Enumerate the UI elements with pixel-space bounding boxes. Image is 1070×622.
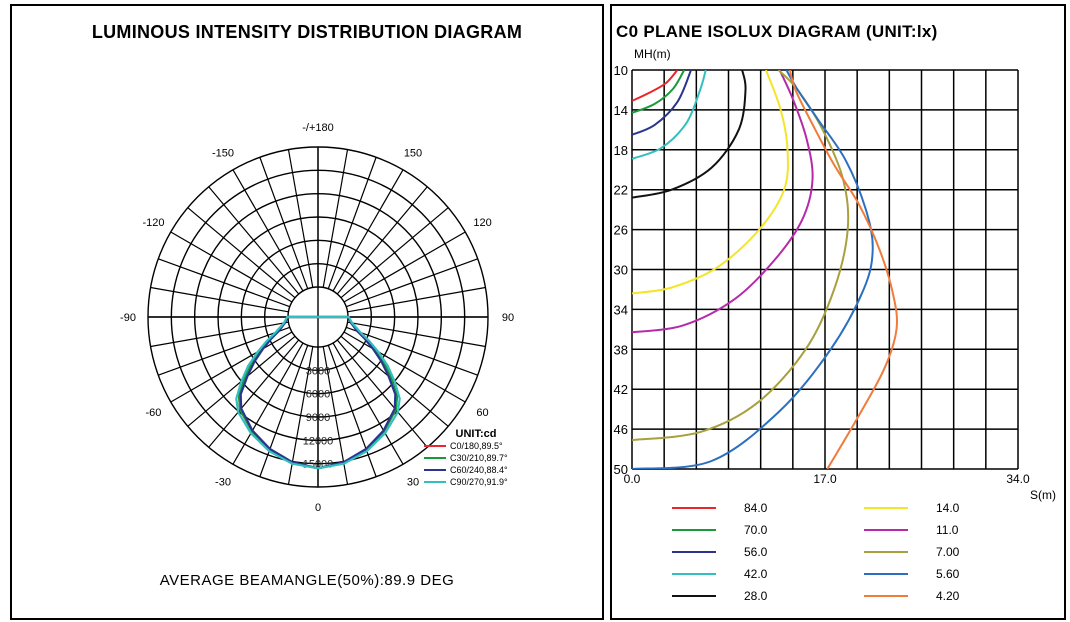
isolux-x-tick-label: 0.0: [624, 472, 641, 486]
polar-angle-label: -/+180: [302, 122, 334, 134]
polar-angle-label: -30: [215, 477, 231, 489]
isolux-contour: [632, 70, 692, 136]
polar-spoke: [187, 207, 296, 299]
polar-chart: -/+180 150 -150 120 -120 90 -90 60 -60 30 -30 0 3000…: [120, 122, 514, 514]
polar-angle-label: -120: [142, 217, 164, 229]
isolux-legend-label: 4.20: [936, 589, 960, 603]
polar-legend-label: C90/270,91.9°: [450, 477, 508, 487]
polar-spoke: [347, 286, 486, 313]
isolux-y-tick-label: 30: [614, 263, 628, 278]
isolux-legend-label: 11.0: [936, 523, 959, 537]
polar-spoke: [345, 258, 478, 308]
polar-spoke: [327, 344, 377, 477]
isolux-contour: [632, 70, 789, 295]
polar-radial-label: 6000: [306, 389, 330, 401]
luminous-intensity-title: LUMINOUS INTENSITY DISTRIBUTION DIAGRAM: [91, 22, 523, 42]
polar-spoke: [343, 231, 466, 303]
polar-spoke: [336, 339, 428, 448]
polar-legend-label: C30/210,89.7°: [450, 453, 508, 463]
isolux-legend-label: 84.0: [744, 501, 768, 515]
polar-angle-label: 0: [315, 502, 321, 514]
polar-unit-label: UNIT:cd: [456, 428, 497, 440]
polar-spoke: [347, 321, 486, 348]
isolux-y-tick-label: 18: [614, 143, 628, 158]
isolux-x-tick-label: 34.0: [1006, 472, 1030, 486]
average-beam-angle-text: AVERAGE BEAMANGLE(50%):89.9 DEG: [159, 572, 455, 589]
polar-spoke: [332, 342, 404, 465]
polar-radial-label: 3000: [306, 365, 330, 377]
polar-series-curve: [235, 315, 401, 470]
luminous-intensity-panel: LUMINOUS INTENSITY DISTRIBUTION DIAGRAM …: [10, 4, 604, 620]
isolux-y-tick-label: 34: [614, 302, 628, 317]
polar-angle-label: 90: [502, 312, 514, 324]
polar-spoke: [332, 169, 404, 292]
polar-spoke: [158, 326, 291, 376]
isolux-y-tick-label: 46: [614, 422, 628, 437]
polar-spoke: [327, 157, 377, 290]
isolux-x-axis-label: S(m): [1030, 488, 1056, 502]
isolux-legend-label: 42.0: [744, 567, 768, 581]
polar-spoke: [336, 186, 428, 295]
polar-angle-label: 30: [407, 477, 419, 489]
polar-angle-label: 120: [473, 217, 491, 229]
isolux-contour: [632, 70, 747, 199]
isolux-y-tick-label: 50: [614, 462, 628, 477]
polar-angle-label: 60: [476, 407, 488, 419]
isolux-contour: [632, 70, 707, 160]
isolux-legend-label: 56.0: [744, 545, 768, 559]
polar-angle-label: -60: [146, 407, 162, 419]
isolux-legend-label: 7.00: [936, 545, 960, 559]
polar-spoke: [259, 157, 309, 290]
isolux-y-tick-label: 14: [614, 103, 628, 118]
isolux-y-tick-label: 26: [614, 223, 628, 238]
polar-legend-label: C0/180,89.5°: [450, 441, 503, 451]
polar-spoke: [208, 186, 300, 295]
polar-spoke: [287, 149, 314, 288]
isolux-y-tick-label: 42: [614, 382, 628, 397]
polar-spoke: [345, 326, 478, 376]
isolux-chart: 10 14 18 22 26 30 34 38 42 46 500.0 17.0 34.0 MH(m) S(…: [614, 47, 1056, 603]
polar-angle-label: -90: [120, 312, 136, 324]
isolux-contour: [632, 70, 679, 102]
isolux-y-tick-label: 10: [614, 63, 628, 78]
polar-angle-label: -150: [212, 147, 234, 159]
isolux-contour: [632, 70, 814, 334]
polar-spoke: [150, 286, 289, 313]
polar-spoke: [208, 339, 300, 448]
polar-spoke: [259, 344, 309, 477]
polar-legend-label: C60/240,88.4°: [450, 465, 508, 475]
polar-angle-label: 150: [404, 147, 422, 159]
isolux-panel: C0 PLANE ISOLUX DIAGRAM (UNIT:lx) 10 14 18…: [610, 4, 1066, 620]
isolux-contour: [788, 70, 899, 469]
polar-spoke: [343, 331, 466, 403]
isolux-contour: [632, 70, 686, 114]
polar-spoke: [232, 169, 304, 292]
polar-spoke: [150, 321, 289, 348]
polar-radial-label: 9000: [306, 412, 330, 424]
polar-spoke: [170, 331, 293, 403]
isolux-y-tick-label: 22: [614, 183, 628, 198]
isolux-title: C0 PLANE ISOLUX DIAGRAM (UNIT:lx): [616, 22, 938, 41]
polar-spoke: [232, 342, 304, 465]
polar-spoke: [158, 258, 291, 308]
isolux-legend-label: 5.60: [936, 567, 960, 581]
polar-spoke: [340, 207, 449, 299]
isolux-x-tick-label: 17.0: [813, 472, 837, 486]
isolux-y-tick-label: 38: [614, 342, 628, 357]
isolux-legend-label: 70.0: [744, 523, 768, 537]
isolux-y-axis-label: MH(m): [634, 47, 671, 61]
polar-spoke: [170, 231, 293, 303]
polar-spoke: [322, 149, 349, 288]
isolux-contour: [632, 70, 874, 469]
isolux-legend-label: 14.0: [936, 501, 960, 515]
isolux-legend-label: 28.0: [744, 589, 768, 603]
polar-radial-label: 12000: [303, 435, 334, 447]
